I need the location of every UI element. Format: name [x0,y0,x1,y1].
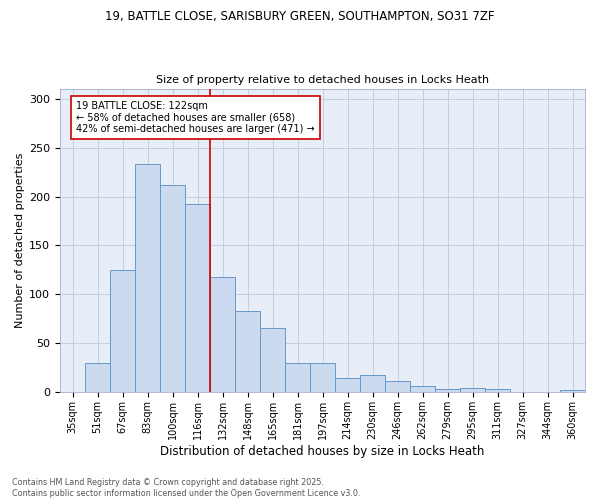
Bar [435,389,460,392]
X-axis label: Distribution of detached houses by size in Locks Heath: Distribution of detached houses by size … [160,444,485,458]
Bar [135,164,160,392]
Text: 19, BATTLE CLOSE, SARISBURY GREEN, SOUTHAMPTON, SO31 7ZF: 19, BATTLE CLOSE, SARISBURY GREEN, SOUTH… [105,10,495,23]
Bar [460,388,485,392]
Bar [485,389,510,392]
Bar [335,378,360,392]
Bar [285,362,310,392]
Bar [260,328,285,392]
Bar [235,311,260,392]
Bar [410,386,435,392]
Text: 19 BATTLE CLOSE: 122sqm
← 58% of detached houses are smaller (658)
42% of semi-d: 19 BATTLE CLOSE: 122sqm ← 58% of detache… [76,101,315,134]
Bar [210,276,235,392]
Y-axis label: Number of detached properties: Number of detached properties [15,153,25,328]
Bar [185,204,210,392]
Bar [310,362,335,392]
Bar [85,362,110,392]
Bar [110,270,135,392]
Bar [385,381,410,392]
Bar [360,376,385,392]
Bar [160,185,185,392]
Title: Size of property relative to detached houses in Locks Heath: Size of property relative to detached ho… [156,76,489,86]
Text: Contains HM Land Registry data © Crown copyright and database right 2025.
Contai: Contains HM Land Registry data © Crown c… [12,478,361,498]
Bar [560,390,585,392]
